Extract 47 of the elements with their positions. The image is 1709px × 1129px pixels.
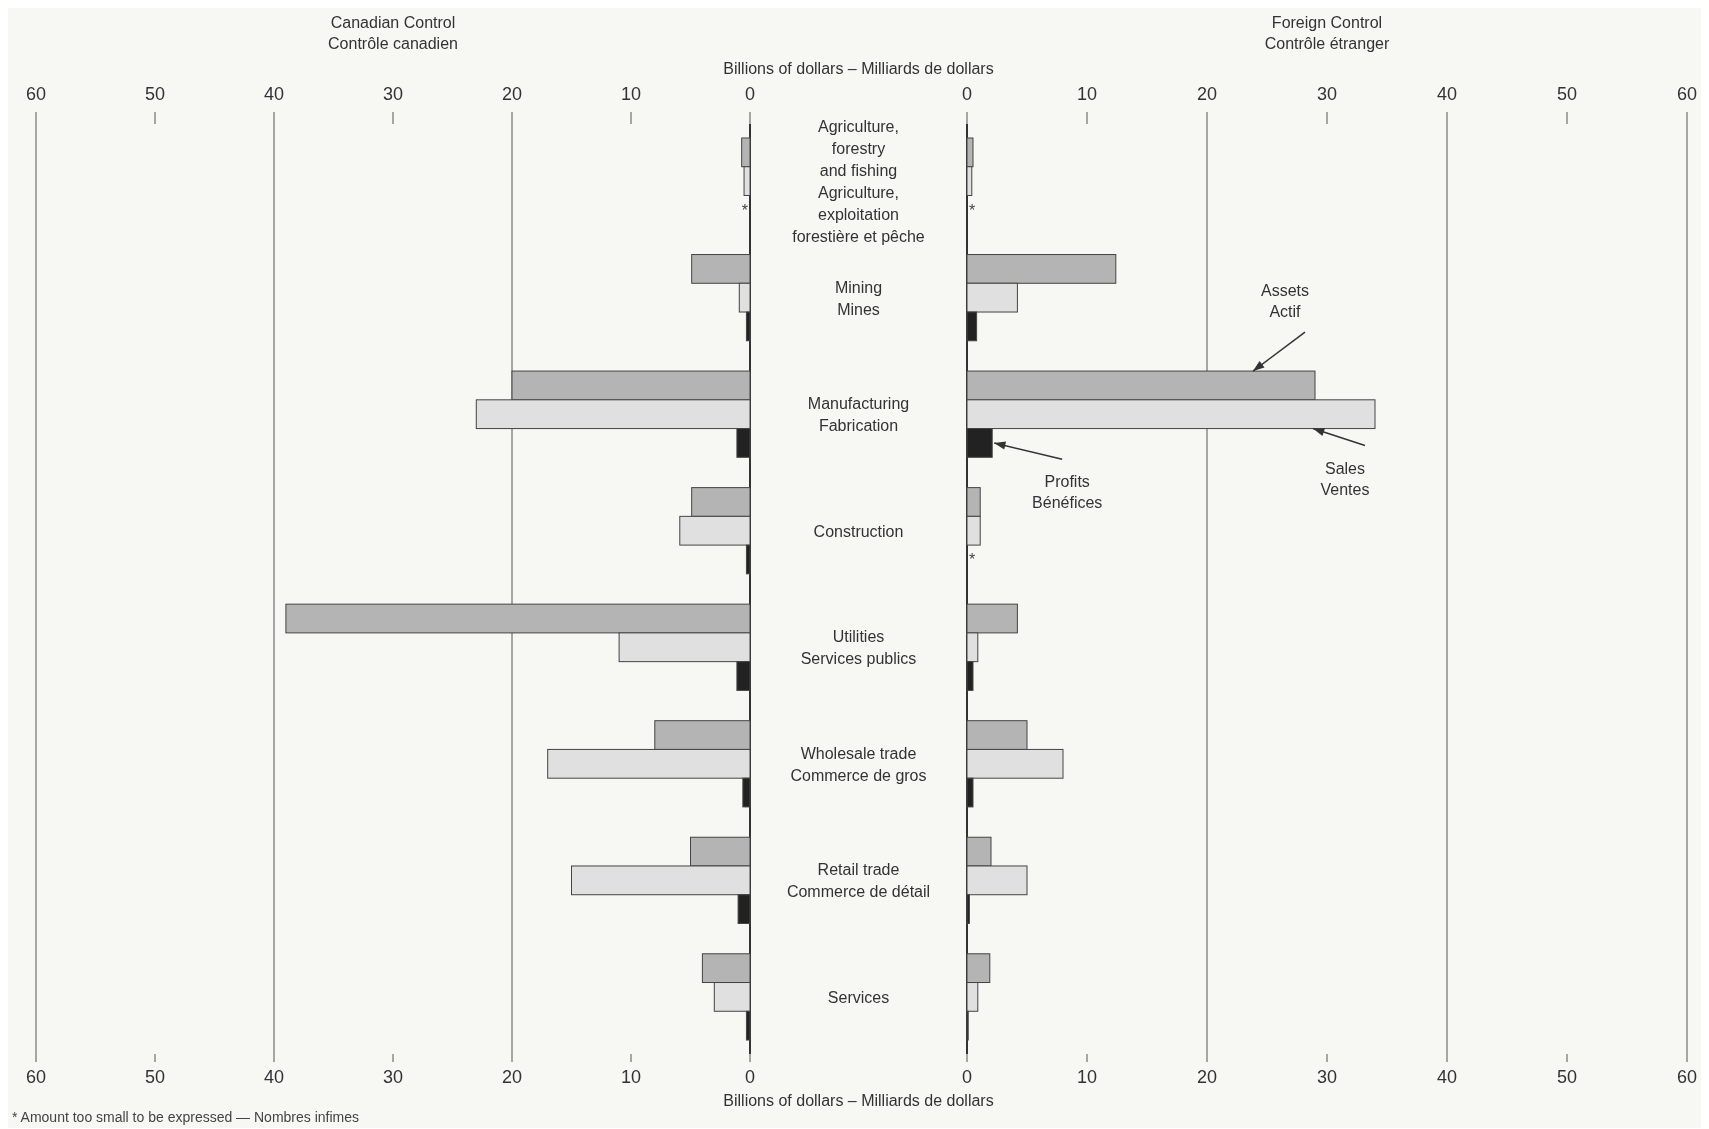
series-label: Sales Ventes	[1320, 459, 1370, 498]
x-tick-label: 40	[1436, 1067, 1458, 1087]
x-tick-label: 10	[620, 1067, 642, 1087]
text: * Amount too small to be expressed — Nombres infimes	[12, 1109, 360, 1125]
text: Assets Actif	[1260, 282, 1310, 321]
x2-tick-label: 40	[263, 84, 285, 104]
x2-tick-label: 10	[1076, 84, 1098, 104]
x-tick-label: 0	[961, 1067, 973, 1087]
y-tick-label: Mining Mines	[834, 278, 883, 318]
x-tick-label: 50	[1556, 1067, 1578, 1087]
x-tick-label: 0	[744, 1067, 756, 1087]
y-tick-label: Retail trade Commerce de détail	[786, 861, 931, 901]
text: Profits Bénéfices	[1032, 473, 1103, 512]
x-tick-label: 30	[1316, 1067, 1338, 1087]
x2-tick-label: 0	[961, 84, 973, 104]
annotation: *	[969, 201, 976, 219]
x2-tick-label: 0	[744, 84, 756, 104]
x-tick-label: 60	[25, 1067, 47, 1087]
x-tick-label: 50	[144, 1067, 166, 1087]
x2-tick-label: 60	[1676, 84, 1698, 104]
x2-tick-label: 20	[501, 84, 523, 104]
x2-tick-label: 30	[382, 84, 404, 104]
y-tick-label: Manufacturing Fabrication	[807, 395, 910, 435]
x2-tick-label: 50	[1556, 84, 1578, 104]
x-tick-label: 60	[1676, 1067, 1698, 1087]
x2-tick-label: 40	[1436, 84, 1458, 104]
x2-tick-label: 30	[1316, 84, 1338, 104]
y-tick-label: Services	[827, 988, 890, 1006]
x-tick-label: 20	[501, 1067, 523, 1087]
x-tick-label: 40	[263, 1067, 285, 1087]
x2-axis-title: Billions of dollars – Milliards de dollars	[723, 60, 994, 77]
y-tick-label: Agriculture, forestry and fishing Agriculture, exploitation forestière et pêche	[792, 118, 925, 246]
x2-tick-label: 20	[1196, 84, 1218, 104]
chart-title: Canadian Control Contrôle canadien	[328, 14, 458, 52]
annotation: *	[969, 551, 976, 569]
x2-tick-label: 10	[620, 84, 642, 104]
y-tick-label: Utilities Services publics	[800, 628, 917, 668]
x2-tick-label: 60	[25, 84, 47, 104]
x-axis-title: Billions of dollars – Milliards de dollars	[723, 1092, 994, 1109]
x-tick-label: 10	[1076, 1067, 1098, 1087]
x-tick-label: 20	[1196, 1067, 1218, 1087]
x2-tick-label: 50	[144, 84, 166, 104]
annotation: *	[741, 201, 748, 219]
x-tick-label: 30	[382, 1067, 404, 1087]
y-tick-label: Wholesale trade Commerce de gros	[790, 744, 927, 784]
y-tick-label: Construction	[813, 522, 904, 540]
chart-title: Foreign Control Contrôle étranger	[1264, 14, 1390, 52]
